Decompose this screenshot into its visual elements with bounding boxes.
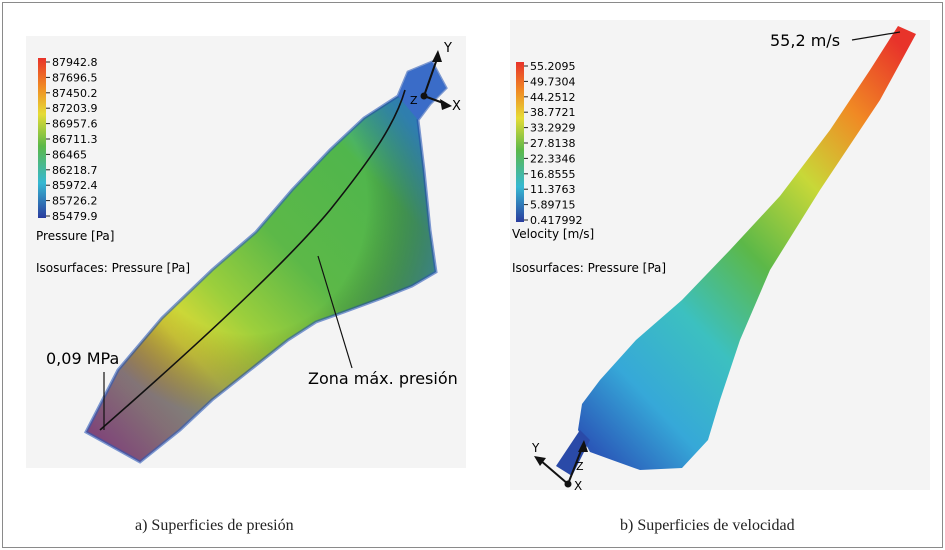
- pressure-isosurface-label: Isosurfaces: Pressure [Pa]: [36, 261, 190, 275]
- pressure-legend-tick-label: 87942.8: [52, 56, 98, 69]
- pressure-legend-tick-label: 85726.2: [52, 195, 98, 208]
- pressure-legend-tick-label: 86218.7: [52, 164, 98, 177]
- pressure-axis-y-arrow: [432, 50, 442, 62]
- velocity-blade-root: [556, 430, 590, 476]
- pressure-legend-tick-label: 85479.9: [52, 210, 98, 223]
- pressure-legend-tick-label: 87450.2: [52, 87, 98, 100]
- pressure-legend-tick-label: 86465: [52, 148, 87, 161]
- velocity-axis-y-label: Y: [531, 441, 540, 455]
- velocity-legend-tick-label: 16.8555: [530, 168, 576, 181]
- max-pressure-zone-annotation: Zona máx. presión: [308, 369, 458, 388]
- velocity-legend-tick-label: 33.2929: [530, 122, 576, 135]
- max-pressure-line: [99, 89, 406, 431]
- pressure-legend-bar: [38, 58, 46, 218]
- pressure-axis-y-line: [423, 55, 439, 97]
- caption-velocity: b) Superficies de velocidad: [620, 517, 795, 534]
- pressure-legend-tick-label: 86711.3: [52, 133, 98, 146]
- velocity-legend-tick-label: 5.89715: [530, 199, 576, 212]
- velocity-legend-tick-label: 55.2095: [530, 60, 576, 73]
- velocity-axis-y-arrow: [534, 456, 546, 466]
- velocity-legend-tick-label: 49.7304: [530, 75, 576, 88]
- velocity-legend-tick-label: 27.8138: [530, 137, 576, 150]
- pressure-legend-tick-label: 87696.5: [52, 71, 98, 84]
- velocity-axis-z-line: [567, 447, 583, 485]
- velocity-axis-z-label: Z: [576, 460, 584, 473]
- pressure-axis-z-label: Z: [410, 94, 418, 107]
- pressure-blade-root: [398, 62, 446, 120]
- velocity-blade-surface: [578, 26, 916, 470]
- velocity-legend-tick-label: 11.3763: [530, 183, 576, 196]
- pressure-legend-tick-label: 85972.4: [52, 179, 98, 192]
- pressure-axis-x-arrow: [440, 99, 452, 110]
- velocity-legend-tick-label: 22.3346: [530, 152, 576, 165]
- velocity-axis-y-line: [539, 459, 569, 485]
- pressure-legend-tick-label: 86957.6: [52, 118, 98, 131]
- velocity-legend-tick-label: 44.2512: [530, 91, 576, 104]
- velocity-legend-bar: [516, 62, 524, 222]
- velocity-axis-z-arrow: [578, 440, 588, 452]
- max-velocity-leader-line: [851, 31, 901, 41]
- velocity-legend-tick-label: 0.417992: [530, 214, 583, 227]
- caption-pressure: a) Superficies de presión: [135, 517, 294, 534]
- pressure-legend-title: Pressure [Pa]: [36, 229, 114, 243]
- zone-leader-line: [317, 255, 353, 369]
- pressure-axis-y-label: Y: [443, 41, 452, 56]
- min-pressure-annotation: 0,09 MPa: [46, 349, 119, 368]
- max-velocity-annotation: 55,2 m/s: [770, 31, 840, 50]
- velocity-legend-title: Velocity [m/s]: [512, 227, 594, 241]
- velocity-legend-tick-label: 38.7721: [530, 106, 576, 119]
- pressure-legend-ticks: 87942.8 87696.5 87450.2 87203.9 86957.6 86711…: [46, 56, 98, 223]
- velocity-axis-x-label: X: [574, 479, 582, 493]
- pressure-axis-x-label: X: [452, 99, 461, 114]
- pressure-legend-tick-label: 87203.9: [52, 102, 98, 115]
- velocity-legend-ticks: 55.2095 49.7304 44.2512 38.7721 33.2929 27.81…: [524, 60, 583, 227]
- velocity-isosurface-label: Isosurfaces: Pressure [Pa]: [512, 261, 666, 275]
